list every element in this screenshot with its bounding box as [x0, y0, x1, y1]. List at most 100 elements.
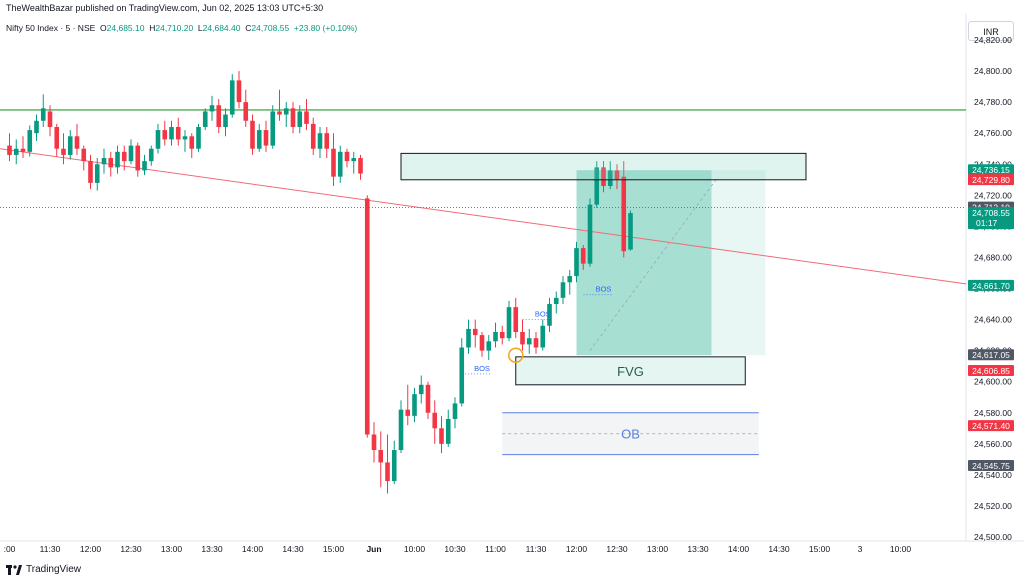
- x-tick-label: 14:30: [282, 544, 304, 554]
- candle-body: [405, 409, 411, 416]
- x-tick-label: 13:00: [647, 544, 669, 554]
- candle-body: [432, 412, 438, 429]
- candle-body: [317, 133, 323, 149]
- bos-label: BOS: [596, 285, 612, 294]
- price-axis-label: [968, 420, 1014, 432]
- candle-body: [520, 331, 525, 345]
- candle-body: [263, 130, 269, 146]
- price-axis-label: [968, 365, 1014, 377]
- candle-body: [385, 462, 390, 482]
- candle-body: [398, 409, 404, 451]
- tradingview-brand: TradingView: [26, 564, 82, 575]
- candle-body: [304, 111, 309, 124]
- x-tick-label: 10:30: [444, 544, 466, 554]
- price-axis-label-text: 24,729.80: [972, 175, 1010, 185]
- x-tick-label: 14:30: [768, 544, 790, 554]
- price-axis-label-text: 24,606.85: [972, 366, 1010, 376]
- candle-body: [283, 108, 289, 115]
- bos-label: BOS: [474, 364, 490, 373]
- x-tick-label: 13:30: [687, 544, 709, 554]
- candle-body: [135, 145, 141, 171]
- price-axis-label-text: 24,571.40: [972, 421, 1010, 431]
- candle-body: [101, 158, 107, 165]
- high-value: 24,710.20: [155, 23, 194, 33]
- candle-body: [560, 282, 566, 298]
- x-tick-label: 11:30: [526, 544, 547, 554]
- candle-body: [378, 450, 384, 463]
- candle-body: [574, 248, 579, 277]
- long-position-remaining-area: [711, 170, 766, 356]
- y-tick-label: 24,520.00: [974, 501, 1012, 511]
- price-axis-label: [968, 279, 1014, 291]
- candle-body: [526, 338, 532, 345]
- candle-body: [628, 213, 633, 250]
- candle-body: [297, 111, 303, 127]
- candle-body: [493, 331, 498, 342]
- candle-body: [209, 105, 215, 112]
- price-chart[interactable]: 24,820.00 24,800.00 24,780.00 24,760.00 24,7…: [0, 0, 1024, 560]
- symbol-label[interactable]: Nifty 50 Index · 5 · NSE: [6, 23, 96, 33]
- x-tick-label: 11:30: [40, 544, 61, 554]
- high-label: H: [149, 23, 156, 33]
- candle-body: [452, 403, 458, 419]
- open-label: O: [100, 23, 107, 33]
- open-value: 24,685.10: [106, 23, 145, 33]
- candle-body: [40, 108, 46, 121]
- candle-body: [67, 136, 73, 155]
- tradingview-logo-icon: [6, 564, 22, 575]
- candle-body: [189, 136, 195, 149]
- position-path-line: [589, 176, 719, 351]
- candle-body: [506, 307, 512, 339]
- x-tick-label: 12:30: [606, 544, 628, 554]
- price-axis-label: [968, 207, 1014, 230]
- candle-body: [486, 341, 492, 351]
- y-tick-label: 24,640.00: [974, 315, 1012, 325]
- candle-body: [587, 204, 593, 264]
- x-tick-label: 12:00: [566, 544, 588, 554]
- candle-body: [243, 102, 249, 121]
- candle-body: [439, 428, 444, 444]
- close-value: 24,708.55: [251, 23, 290, 33]
- candle-body: [182, 136, 188, 140]
- candle-body: [540, 325, 546, 348]
- candle-body: [169, 126, 174, 140]
- candle-body: [162, 130, 168, 140]
- x-tick-label: 10:00: [404, 544, 426, 554]
- price-axis-label-text: 24,661.70: [972, 281, 1010, 291]
- y-tick-label: 24,780.00: [974, 97, 1012, 107]
- candle-body: [108, 158, 114, 168]
- y-tick-label: 24,500.00: [974, 532, 1012, 542]
- candle-body: [148, 148, 154, 162]
- x-tick-label: 14:00: [728, 544, 750, 554]
- y-tick-label: 24,560.00: [974, 439, 1012, 449]
- candle-body: [229, 80, 235, 115]
- change-value: +23.80 (+0.10%): [293, 23, 358, 33]
- price-axis-label-text: 24,617.05: [972, 350, 1010, 360]
- candle-body: [115, 151, 120, 168]
- candle-body: [358, 158, 363, 174]
- currency-button[interactable]: INR: [968, 21, 1014, 41]
- candle-body: [513, 307, 519, 332]
- candle-body: [7, 145, 12, 155]
- candle-body: [499, 331, 505, 339]
- y-tick-label: 24,760.00: [974, 128, 1012, 138]
- candle-body: [175, 126, 181, 140]
- candle-body: [371, 434, 377, 451]
- price-axis-label-text: 24,708.55: [972, 208, 1010, 218]
- price-axis-label: [968, 459, 1014, 471]
- close-label: C: [245, 23, 252, 33]
- x-tick-label: 12:30: [120, 544, 142, 554]
- x-tick-label: Jun: [366, 544, 381, 554]
- low-value: 24,684.40: [202, 23, 241, 33]
- candle-body: [290, 108, 296, 127]
- candle-body: [553, 297, 559, 305]
- y-tick-label: 24,680.00: [974, 252, 1012, 262]
- candle-body: [223, 114, 228, 127]
- candle-body: [567, 276, 573, 283]
- candle-body: [54, 126, 60, 149]
- y-tick-label: 24,800.00: [974, 66, 1012, 76]
- candle-body: [533, 338, 539, 348]
- candle-body: [547, 304, 552, 326]
- price-axis-label: [968, 174, 1014, 186]
- candle-body: [20, 148, 26, 152]
